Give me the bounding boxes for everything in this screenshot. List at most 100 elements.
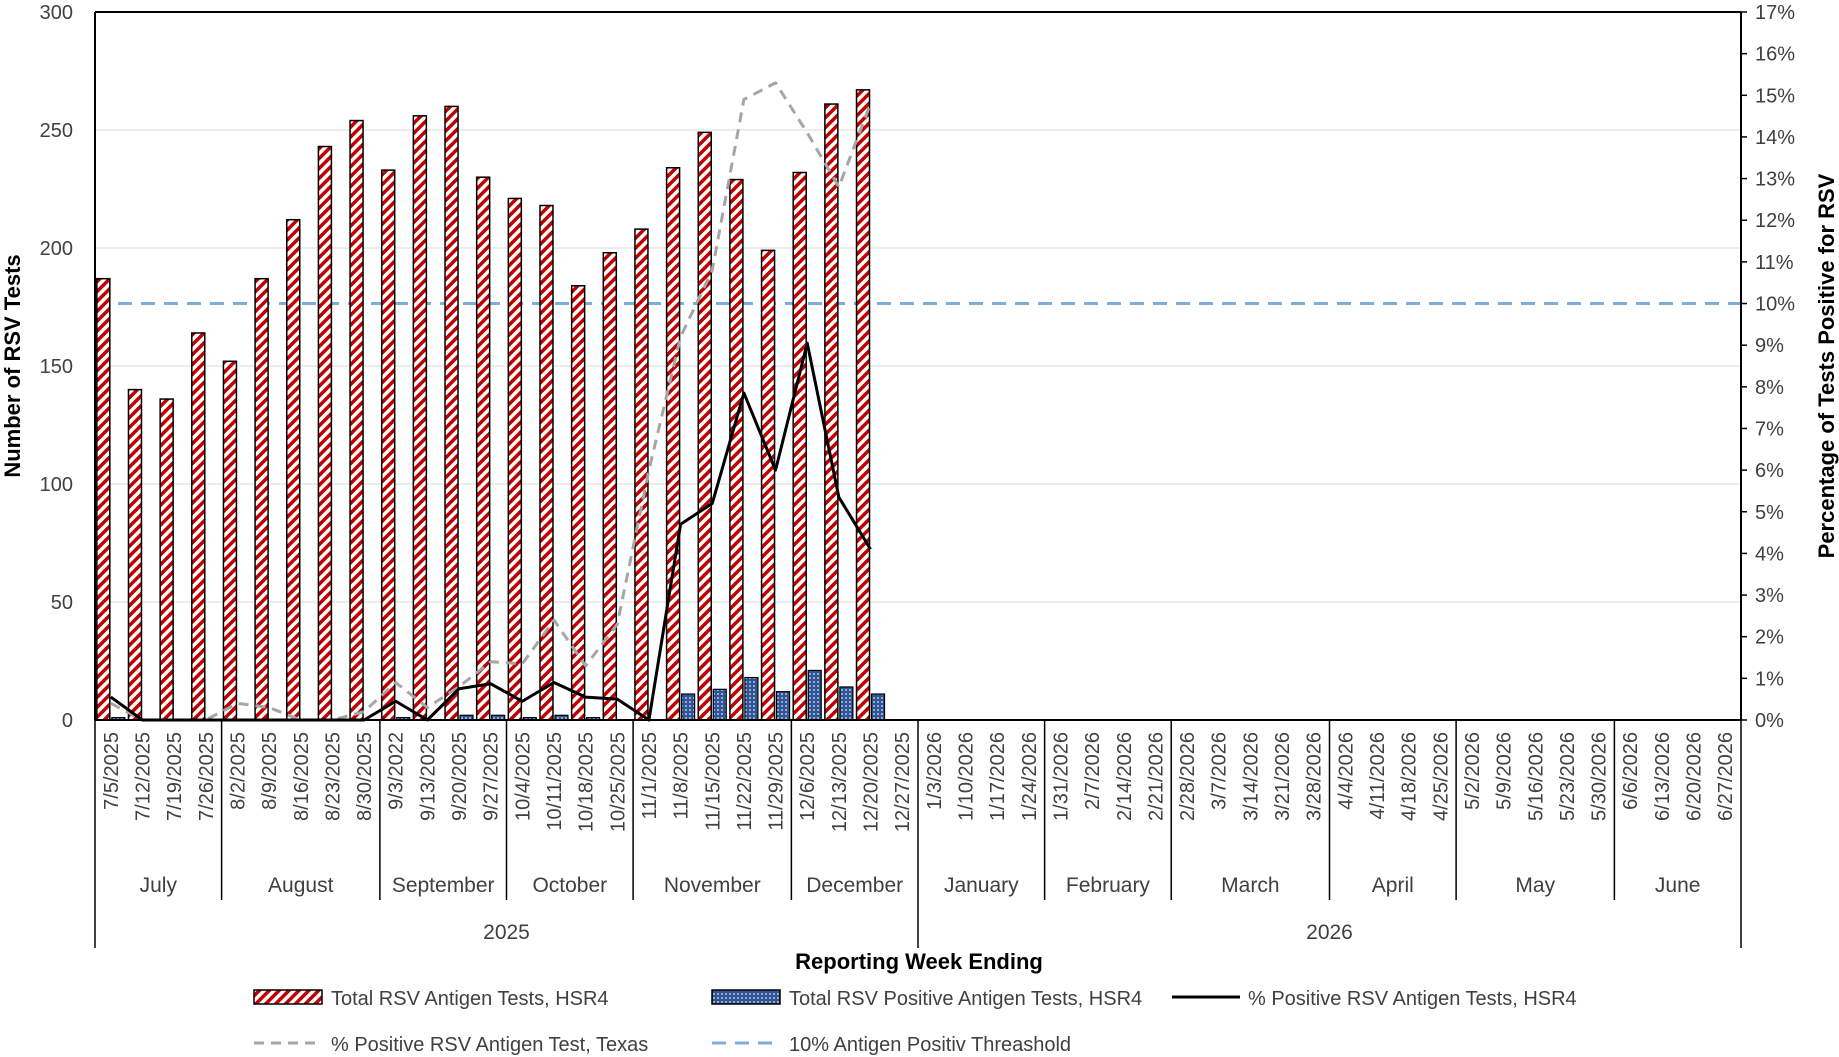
x-tick-label: 1/10/2026 <box>955 732 977 821</box>
x-tick-label: 11/22/2025 <box>734 732 756 831</box>
y2-tick-label: 8% <box>1755 377 1784 399</box>
y2-tick-label: 12% <box>1755 210 1795 232</box>
y2-tick-label: 6% <box>1755 460 1784 482</box>
bar-total-tests <box>317 145 333 721</box>
bar-positive-tests <box>870 693 886 721</box>
x-tick-label: 12/20/2025 <box>861 732 883 832</box>
x-tick-label: 2/21/2026 <box>1145 732 1167 821</box>
x-tick-label: 2/7/2026 <box>1082 732 1104 810</box>
x-axis-date-labels: 7/5/2025 7/12/2025 7/19/2025 7/26/2025 8/2/2… <box>101 732 1737 832</box>
x-tick-label: 9/27/2025 <box>481 732 503 821</box>
legend-label-total-tests: Total RSV Antigen Tests, HSR4 <box>331 988 609 1010</box>
legend-label-threshold: 10% Antigen Positiv Threashold <box>789 1034 1071 1056</box>
x-tick-label: 11/1/2025 <box>639 732 661 820</box>
y-tick-label: 50 <box>51 592 73 614</box>
month-label: October <box>532 874 607 897</box>
y-tick-label: 0 <box>62 710 73 732</box>
y2-tick-label: 13% <box>1755 169 1795 191</box>
x-tick-label: 12/6/2025 <box>797 732 819 821</box>
bar-total-tests <box>127 388 143 721</box>
y2-tick-label: 11% <box>1755 252 1794 274</box>
legend-item-hsr4-percent: % Positive RSV Antigen Tests, HSR4 <box>1172 988 1577 1010</box>
month-label: November <box>664 874 761 897</box>
year-label: 2025 <box>483 921 530 944</box>
month-label: June <box>1655 874 1701 897</box>
bar-total-tests <box>286 218 301 721</box>
x-axis-month-labels: July August September October November Decemb… <box>94 720 1742 900</box>
bar-total-tests <box>602 251 618 721</box>
bar-total-tests <box>697 131 712 721</box>
legend-item-threshold: 10% Antigen Positiv Threashold <box>712 1034 1071 1056</box>
y-tick-label: 100 <box>40 474 73 496</box>
bar-positive-tests <box>839 686 854 721</box>
y2-tick-label: 2% <box>1755 627 1784 649</box>
x-tick-label: 9/3/2022 <box>386 732 408 810</box>
x-axis-year-labels: 2025 2026 <box>94 900 1742 948</box>
y2-tick-label: 15% <box>1755 85 1795 107</box>
x-tick-label: 10/11/2025 <box>544 732 566 831</box>
y2-tick-label: 0% <box>1755 710 1784 732</box>
x-tick-label: 7/5/2025 <box>101 732 123 810</box>
legend-label-positive-tests: Total RSV Positive Antigen Tests, HSR4 <box>789 988 1142 1010</box>
bar-total-tests <box>380 169 396 721</box>
x-tick-label: 4/18/2026 <box>1399 732 1421 821</box>
x-tick-label: 2/28/2026 <box>1177 732 1199 821</box>
bar-total-tests <box>475 176 491 721</box>
y-axis-title: Number of RSV Tests <box>0 254 25 477</box>
y2-tick-label: 4% <box>1755 543 1784 565</box>
bar-total-tests <box>222 360 238 721</box>
bar-total-tests <box>96 277 111 721</box>
x-tick-label: 8/23/2025 <box>322 732 344 821</box>
x-tick-label: 4/11/2026 <box>1367 732 1389 820</box>
bar-total-tests <box>539 204 554 721</box>
x-tick-label: 7/26/2025 <box>196 732 218 821</box>
legend-item-positive-tests: Total RSV Positive Antigen Tests, HSR4 <box>711 988 1142 1010</box>
y2-axis-title: Percentage of Tests Positive for RSV <box>1814 173 1839 558</box>
legend-label-texas-percent: % Positive RSV Antigen Test, Texas <box>331 1034 648 1056</box>
bar-total-tests <box>634 228 649 721</box>
x-tick-label: 5/2/2026 <box>1462 732 1484 810</box>
y2-tick-label: 16% <box>1755 44 1795 66</box>
y-tick-label: 200 <box>40 238 73 260</box>
bar-positive-tests <box>680 693 696 721</box>
y2-tick-label: 10% <box>1755 294 1795 316</box>
x-tick-label: 9/13/2025 <box>417 732 439 821</box>
y2-tick-label: 5% <box>1755 502 1784 524</box>
month-label: December <box>806 874 903 897</box>
x-tick-label: 4/25/2026 <box>1430 732 1452 821</box>
y-tick-label: 300 <box>40 2 73 24</box>
month-label: February <box>1066 874 1151 897</box>
x-tick-label: 1/3/2026 <box>924 732 946 810</box>
bar-total-tests <box>792 171 807 721</box>
right-axis-ticks: 0% 1% 2% 3% 4% 5% 6% 7% 8% 9% 10% 11% 12% 13% 14% 15% 16… <box>1741 2 1795 732</box>
x-tick-label: 6/13/2026 <box>1652 732 1674 821</box>
month-label: August <box>268 874 334 897</box>
x-tick-label: 12/13/2025 <box>829 732 851 832</box>
x-tick-label: 8/2/2025 <box>227 732 249 810</box>
bar-total-tests <box>191 332 206 721</box>
x-tick-label: 1/24/2026 <box>1019 732 1041 821</box>
left-axis-ticks: 0 50 100 150 200 250 300 <box>40 2 73 732</box>
x-tick-label: 4/4/2026 <box>1335 732 1357 810</box>
y2-tick-label: 1% <box>1755 668 1784 690</box>
y2-tick-label: 17% <box>1755 2 1795 24</box>
x-tick-label: 6/27/2026 <box>1715 732 1737 821</box>
bar-total-tests <box>824 103 839 721</box>
month-label: March <box>1221 874 1279 897</box>
x-axis-title: Reporting Week Ending <box>795 949 1043 974</box>
x-tick-label: 8/9/2025 <box>259 732 281 810</box>
legend: Total RSV Antigen Tests, HSR4 Total RSV … <box>253 988 1577 1056</box>
y-tick-label: 150 <box>40 356 73 378</box>
x-tick-label: 5/23/2026 <box>1557 732 1579 821</box>
bar-total-tests <box>159 398 174 721</box>
y-tick-label: 250 <box>40 120 73 142</box>
bar-total-tests <box>412 115 428 721</box>
bar-total-tests <box>855 89 871 721</box>
bar-total-tests <box>760 249 776 721</box>
x-tick-label: 10/25/2025 <box>607 732 629 832</box>
x-tick-label: 10/18/2025 <box>576 732 598 832</box>
x-tick-label: 11/15/2025 <box>702 732 724 831</box>
y2-tick-label: 14% <box>1755 127 1795 149</box>
x-tick-label: 7/19/2025 <box>164 732 186 821</box>
